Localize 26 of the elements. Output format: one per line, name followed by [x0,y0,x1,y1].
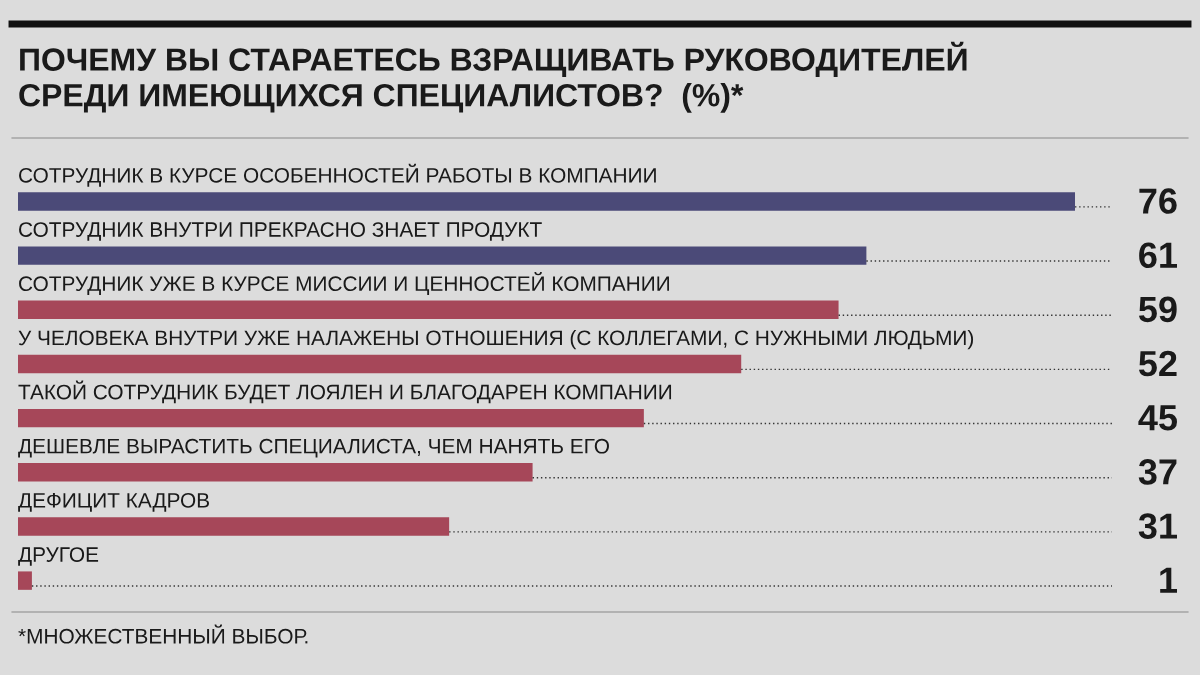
data-label: 76 [1139,188,1177,214]
bar [18,246,867,265]
y-tick-label: СОТРУДНИК В КУРСЕ ОСОБЕННОСТЕЙ РАБОТЫ В КОМПАНИИ [19,163,656,187]
data-label: 31 [1138,513,1177,539]
bar [18,300,839,319]
chart-title: ПОЧЕМУ ВЫ СТАРАЕТЕСЬ ВЗРАЩИВАТЬ РУКОВОДИТЕЛЕЙ СРЕДИ ИМЕЮЩИХСЯ СПЕЦИАЛИСТОВ? (%)* [19,41,967,113]
bar [18,517,450,536]
text: *МНОЖЕСТВЕННЫЙ ВЫБОР. [18,624,308,644]
data-label: 1 [1160,567,1177,593]
y-tick-label: У ЧЕЛОВЕКА ВНУТРИ УЖЕ НАЛАЖЕНЫ ОТНОШЕНИЯ (С КОЛЛЕГАМИ, С НУЖНЫМИ ЛЮДЬМИ) [18,329,974,350]
bar [18,408,644,428]
data-label: 37 [1138,459,1177,485]
y-tick-label: ДРУГОЕ [18,547,99,566]
y-tick-label: СОТРУДНИК ВНУТРИ ПРЕКРАСНО ЗНАЕТ ПРОДУКТ [19,222,542,241]
bar [18,463,533,482]
data-label: 59 [1138,296,1177,323]
y-tick-label: СОТРУДНИК УЖЕ В КУРСЕ МИССИИ И ЦЕННОСТЕЙ КОМПАНИИ [19,272,669,295]
bar [18,192,1075,211]
data-label: 61 [1139,242,1177,269]
y-tick-label: ДЕШЕВЛЕ ВЫРАСТИТЬ СПЕЦИАЛИСТА, ЧЕМ НАНЯТЬ ЕГО [18,438,609,458]
bar [18,354,742,374]
data-label: 45 [1138,405,1177,431]
bar [18,571,32,590]
data-label: 52 [1138,350,1177,377]
y-tick-label: ДЕФИЦИТ КАДРОВ [18,492,209,512]
y-tick-label: ТАКОЙ СОТРУДНИК БУДЕТ ЛОЯЛЕН И БЛАГОДАРЕН КОМПАНИИ [18,380,672,404]
